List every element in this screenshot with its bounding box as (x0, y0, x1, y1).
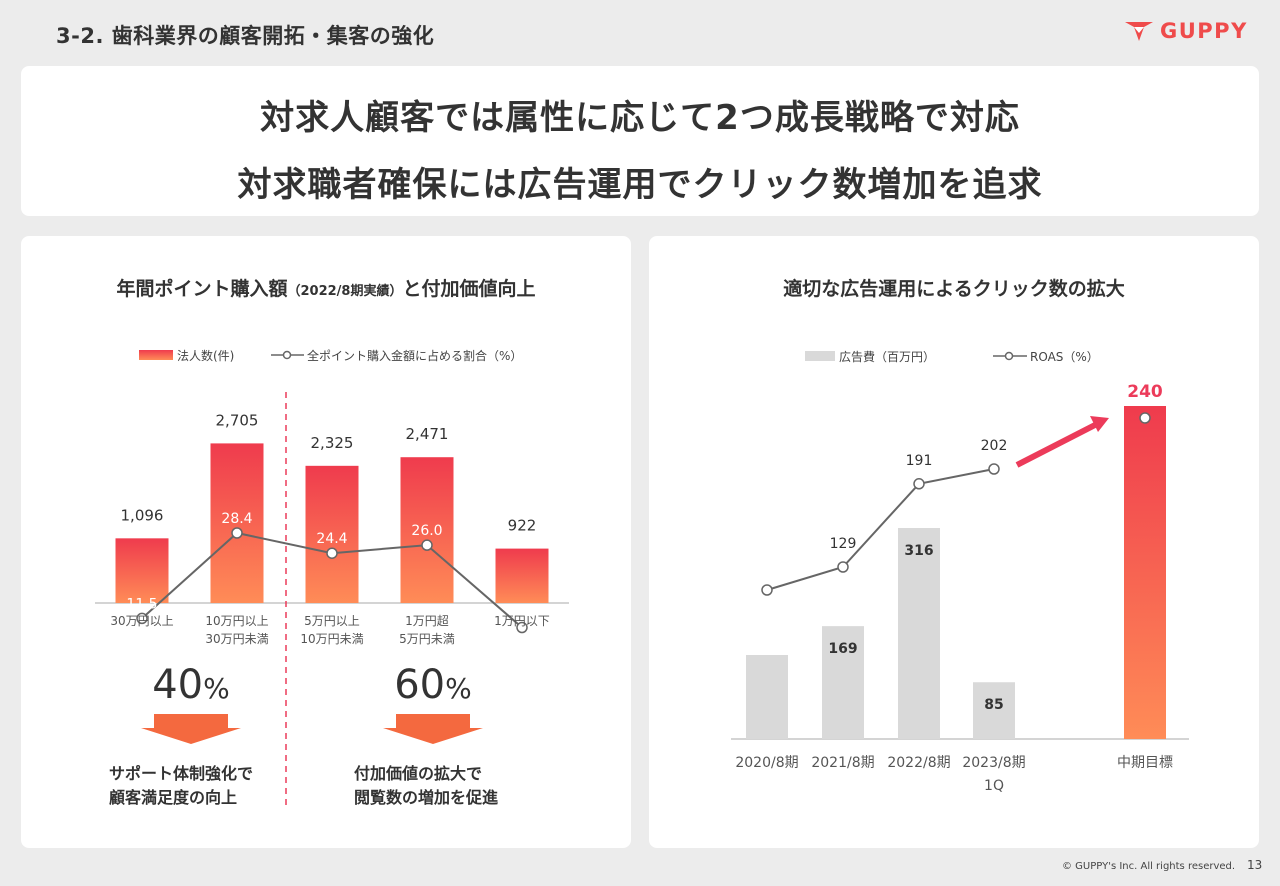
category-label: 1Q (984, 778, 1004, 794)
category-label: 2021/8期 (811, 755, 874, 771)
legend-line-marker (1004, 351, 1014, 361)
legend-bar-label: 広告費（百万円） (839, 349, 935, 364)
bar (115, 538, 169, 603)
line-value-label: 9.7 (511, 606, 533, 622)
legend-line-label: ROAS（%） (1030, 350, 1099, 364)
category-label: 30万円未満 (205, 632, 268, 646)
growth-arrow-shaft (1015, 422, 1097, 468)
line-point (516, 621, 528, 634)
line-value-label: 202 (981, 438, 1008, 454)
bar-value-label: 316 (904, 543, 933, 559)
target-value-label: 240 (1127, 382, 1163, 402)
line-point (326, 547, 338, 559)
section-title: 3-2. 歯科業界の顧客開拓・集客の強化 (56, 24, 435, 48)
legend-line-label: 全ポイント購入金額に占める割合（%） (307, 348, 522, 363)
category-label: 1万円以下 (494, 614, 550, 628)
category-label: 10万円以上 (205, 614, 268, 628)
strategy-right-line: 閲覧数の増加を促進 (354, 788, 498, 807)
strategy-left-line: サポート体制強化で (109, 764, 253, 783)
logo-text: GUPPY (1160, 19, 1248, 43)
target-point (1139, 412, 1151, 424)
headline-line-2: 対求職者確保には広告運用でクリック数増加を追求 (237, 165, 1043, 205)
guppy-fish-icon (1125, 22, 1153, 41)
clicks-panel: 適切な広告運用によるクリック数の拡大 広告費（百万円） ROAS（%） 169 316… (649, 236, 1259, 848)
bar-value-label: 2,471 (406, 425, 449, 443)
strategy-left-line: 顧客満足度の向上 (109, 788, 237, 807)
legend-bar-swatch (805, 351, 835, 361)
bar-value-label: 85 (984, 697, 1003, 713)
line-value-label: 129 (830, 536, 857, 552)
category-label: 30万円以上 (110, 614, 173, 628)
bar (898, 528, 940, 739)
line-point (913, 478, 925, 490)
guppy-logo: GUPPY (1124, 19, 1248, 43)
bar (973, 682, 1015, 739)
points-title-end: と付加価値向上 (402, 278, 536, 300)
bar (746, 655, 788, 739)
share-unit: % (203, 672, 230, 705)
category-label: 中期目標 (1117, 755, 1173, 771)
points-title-main: 年間ポイント購入額 (116, 278, 288, 300)
target-bar (1124, 406, 1166, 739)
headline-line-1: 対求人顧客では属性に応じて2つ成長戦略で対応 (260, 98, 1020, 138)
line-value-label: 24.4 (316, 531, 347, 547)
bar (305, 465, 359, 603)
down-arrow (141, 714, 241, 744)
category-label: 5万円以上 (304, 614, 360, 628)
points-panel-title: 年間ポイント購入額（2022/8期実績）と付加価値向上 (21, 274, 631, 301)
share-left-value: 40% (152, 662, 230, 708)
category-label: 5万円未満 (399, 632, 455, 646)
legend-bar-label: 法人数(件) (177, 348, 234, 363)
category-label: 2022/8期 (887, 755, 950, 771)
category-label: 2023/8期 (962, 755, 1025, 771)
share-right-value: 60% (394, 662, 472, 708)
line-point (761, 584, 773, 596)
strategy-right-line: 付加価値の拡大で (354, 764, 482, 783)
headline-box: 対求人顧客では属性に応じて2つ成長戦略で対応 対求職者確保には広告運用でクリック… (21, 66, 1259, 216)
legend-line-marker (282, 350, 292, 360)
line-value-label: 28.4 (221, 511, 252, 527)
ad-chart: 広告費（百万円） ROAS（%） 169 316 85 240 129 191 202 2020/… (731, 349, 1189, 794)
bar (210, 443, 264, 603)
points-chart: 法人数(件) 全ポイント購入金額に占める割合（%） 1,096 2,705 2,325 2… (95, 348, 569, 808)
bar-value-label: 2,705 (216, 411, 259, 429)
bar-value-label: 169 (828, 641, 857, 657)
line-value-label: 11.5 (126, 596, 157, 612)
clicks-panel-title: 適切な広告運用によるクリック数の拡大 (783, 278, 1125, 300)
series-line (766, 468, 995, 591)
line-value-label: 191 (906, 453, 933, 469)
growth-arrow-head (1090, 416, 1109, 432)
bar (400, 457, 454, 603)
line-value-label: 26.0 (411, 523, 442, 539)
line-point (136, 612, 148, 625)
bar-value-label: 1,096 (121, 506, 164, 524)
line-point (421, 539, 433, 551)
bar (822, 626, 864, 739)
bar-value-label: 922 (508, 517, 537, 535)
bar-value-label: 2,325 (311, 434, 354, 452)
points-title-note: （2022/8期実績） (287, 284, 403, 299)
line-point (231, 527, 243, 539)
page-number: 13 (1247, 858, 1263, 872)
share-unit: % (445, 672, 472, 705)
down-arrow (383, 714, 483, 744)
category-label: 1万円超 (405, 613, 449, 628)
legend-bar-swatch (139, 350, 173, 360)
category-label: 10万円未満 (300, 632, 363, 646)
line-point (988, 463, 1000, 475)
line-point (837, 561, 849, 573)
points-panel: 年間ポイント購入額（2022/8期実績）と付加価値向上 法人数(件) 全ポイント購… (21, 236, 631, 848)
copyright: © GUPPY's Inc. All rights reserved. (1062, 861, 1236, 872)
bar (495, 548, 549, 603)
category-label: 2020/8期 (735, 755, 798, 771)
